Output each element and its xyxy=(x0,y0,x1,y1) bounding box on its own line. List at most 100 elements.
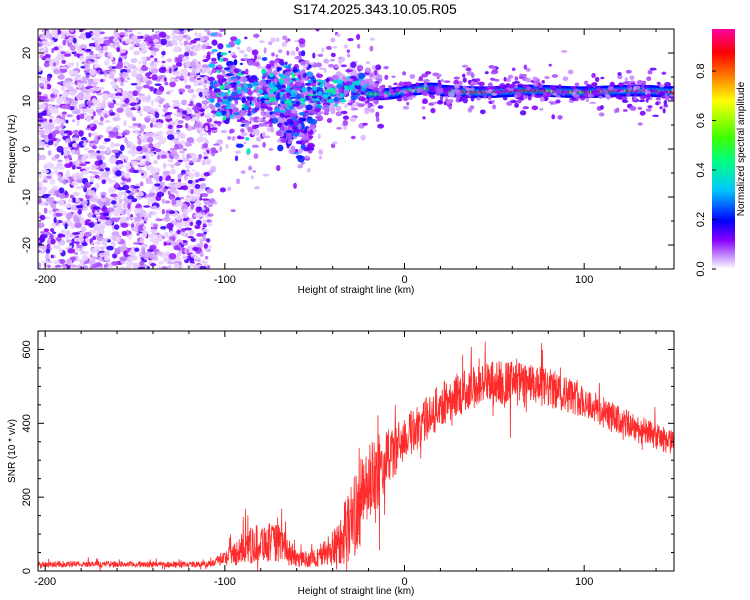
spectral-blob xyxy=(78,231,84,239)
spectral-blob xyxy=(219,29,225,33)
spectral-blob xyxy=(227,95,232,102)
spectral-blob xyxy=(147,94,151,101)
spectral-blob xyxy=(364,67,372,73)
spectral-blob xyxy=(132,185,140,189)
spectral-blob xyxy=(152,239,156,243)
spectral-blob xyxy=(44,60,50,64)
spectral-blob xyxy=(81,242,88,247)
spectral-blob xyxy=(133,216,142,222)
spectral-blob xyxy=(87,88,95,93)
spectral-blob xyxy=(185,34,190,41)
spectral-blob xyxy=(388,88,394,92)
spectral-blob xyxy=(649,67,657,71)
spectral-blob xyxy=(491,99,495,104)
spectral-blob xyxy=(275,54,279,58)
spectral-blob xyxy=(38,222,45,228)
spectral-blob xyxy=(164,251,171,257)
spectral-blob xyxy=(160,154,168,159)
spectral-blob xyxy=(93,64,99,69)
spectral-blob xyxy=(260,97,265,104)
spectral-blob xyxy=(589,101,597,105)
spectral-blob xyxy=(211,39,218,46)
spectral-blob xyxy=(552,92,558,96)
spectral-blob xyxy=(77,208,82,215)
spectral-blob xyxy=(624,77,628,82)
spectral-blob xyxy=(209,123,215,127)
spectral-blob xyxy=(572,88,580,93)
spectral-blob xyxy=(339,92,345,98)
spectral-blob xyxy=(322,104,330,109)
spectral-blob xyxy=(617,74,623,80)
spectral-blob xyxy=(371,65,377,70)
spectral-blob xyxy=(154,148,162,153)
spectral-blob xyxy=(141,231,148,238)
spectral-blob xyxy=(92,235,97,241)
spectral-blob xyxy=(76,166,82,170)
spectral-blob xyxy=(316,100,321,105)
spectral-blob xyxy=(38,66,43,72)
spectral-blob xyxy=(175,76,181,80)
spectral-blob xyxy=(122,209,127,216)
spectral-blob xyxy=(169,230,174,237)
spectral-blob xyxy=(198,127,204,133)
spectral-blob xyxy=(318,111,325,114)
spectral-blob xyxy=(335,33,341,37)
spectral-blob xyxy=(41,169,50,174)
spectral-blob xyxy=(77,50,85,55)
spectral-blob xyxy=(336,127,343,130)
spectral-blob xyxy=(393,82,398,86)
spectral-blob xyxy=(114,247,118,252)
spectral-blob xyxy=(73,252,79,255)
spectral-blob xyxy=(148,142,154,149)
spectral-blob xyxy=(47,238,51,244)
spectral-blob xyxy=(315,29,320,32)
spectral-blob xyxy=(137,123,142,128)
spectral-blob xyxy=(507,74,514,79)
spectral-blob xyxy=(314,107,319,112)
spectral-blob xyxy=(234,155,239,162)
spectral-blob xyxy=(425,71,432,75)
spectral-blob xyxy=(115,135,122,139)
spectral-blob xyxy=(114,182,120,189)
spectral-blob xyxy=(206,68,212,75)
spectral-blob xyxy=(663,99,668,106)
spectral-blob xyxy=(125,260,134,266)
spectral-blob xyxy=(202,133,208,136)
spectral-blob xyxy=(443,86,448,93)
spectral-blob xyxy=(168,67,172,74)
spectral-blob xyxy=(149,87,154,92)
spectral-blob xyxy=(62,179,67,185)
spectral-blob xyxy=(295,77,300,81)
spectral-blob xyxy=(201,192,209,198)
spectral-blob xyxy=(551,114,556,120)
spectral-blob xyxy=(111,179,117,183)
spectral-blob xyxy=(626,92,631,96)
colorbar-tick-label: 0.8 xyxy=(695,63,707,78)
spectral-blob xyxy=(133,225,139,231)
x-tick-label: -200 xyxy=(34,576,56,588)
spectral-blob xyxy=(459,96,465,101)
spectral-blob xyxy=(57,173,62,178)
spectral-blob xyxy=(141,56,147,62)
spectral-blob xyxy=(173,137,180,142)
spectral-blob xyxy=(598,95,603,99)
spectral-blob xyxy=(51,222,57,229)
spectral-blob xyxy=(236,89,242,95)
spectral-blob xyxy=(287,140,292,145)
spectral-blob xyxy=(448,92,455,98)
spectral-blob xyxy=(224,84,232,89)
spectral-blob xyxy=(299,97,305,103)
spectral-blob xyxy=(246,96,254,101)
spectral-blob xyxy=(225,2,232,6)
spectral-blob xyxy=(167,134,175,141)
spectral-blob xyxy=(156,131,165,136)
spectral-blob xyxy=(89,68,97,76)
spectral-blob xyxy=(48,104,54,112)
spectral-blob xyxy=(304,82,312,86)
spectral-blob xyxy=(136,232,140,236)
spectral-blob xyxy=(236,135,242,140)
spectral-blob xyxy=(173,262,180,269)
spectral-blob xyxy=(246,46,252,53)
spectral-blob xyxy=(136,145,143,152)
spectral-blob xyxy=(446,100,451,105)
